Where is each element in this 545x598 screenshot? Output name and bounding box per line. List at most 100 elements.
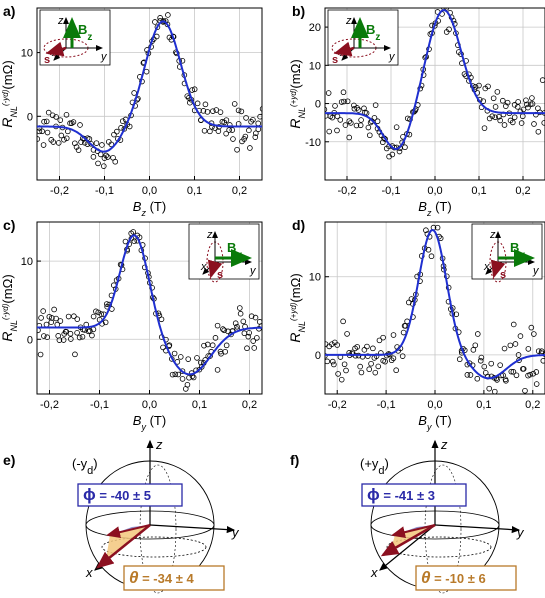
field-label: By (227, 240, 242, 261)
in-plane-vector (106, 524, 151, 539)
panel-letter: e) (3, 452, 15, 468)
data-point (97, 151, 104, 158)
data-point (250, 338, 257, 344)
data-point (131, 238, 138, 245)
data-point (247, 145, 253, 151)
data-point (523, 97, 529, 104)
data-point (257, 113, 262, 120)
x-axis-label-unit: (T) (146, 199, 166, 214)
data-point (191, 86, 198, 93)
data-point (533, 381, 540, 387)
sphere-panel-2: f) z y x (+yd) ϕ = -41 ± 3 θ = -10 ± 6 (290, 437, 525, 594)
data-point (57, 318, 64, 324)
data-point (390, 332, 397, 338)
data-point (358, 117, 364, 123)
data-point (337, 117, 344, 123)
data-point (357, 122, 364, 129)
data-point (344, 98, 351, 105)
data-point (368, 360, 374, 367)
x-tick-label: -0,2 (328, 399, 347, 411)
data-point (372, 369, 379, 376)
theta-text: θ = -34 ± 4 (129, 568, 194, 587)
data-point (87, 328, 93, 334)
data-point (474, 375, 481, 382)
theta-text: θ = -10 ± 6 (421, 568, 486, 587)
data-point (63, 135, 70, 142)
data-point (515, 352, 522, 358)
data-point (201, 342, 207, 349)
data-point (37, 327, 41, 334)
x-tick-label: 0,2 (242, 399, 257, 411)
y-axis-label-sub: NL (297, 107, 307, 119)
data-point (93, 140, 100, 146)
data-point (243, 115, 249, 121)
y-axis-label: RNL(+yd)(mΩ) (287, 59, 307, 128)
data-point (340, 318, 346, 325)
field-label-main: B (510, 240, 519, 255)
data-point (119, 118, 126, 124)
data-point (470, 347, 477, 353)
data-point (393, 367, 399, 374)
spin-label: s (44, 54, 50, 66)
data-point (535, 128, 542, 135)
sphere-y-axis (434, 524, 521, 534)
y-axis-label-sub: NL (9, 106, 19, 118)
spin-arrow (207, 259, 223, 279)
data-point (522, 387, 528, 394)
data-point (74, 330, 80, 336)
plot-area (325, 224, 545, 394)
data-point (346, 134, 353, 141)
field-label-main: B (227, 240, 236, 255)
x-axis-label-main: B (133, 199, 142, 214)
data-point (325, 90, 332, 96)
data-point (252, 314, 259, 321)
phi-box: ϕ = -41 ± 3 (361, 483, 467, 507)
data-point (382, 358, 388, 365)
x-axis-label: Bz (T) (133, 199, 166, 218)
y-tick-label: 0 (27, 334, 33, 346)
y-tick-label: -10 (305, 137, 321, 149)
data-point (325, 353, 328, 359)
data-point (131, 90, 137, 96)
data-point (353, 122, 360, 129)
theta-value: = -10 ± 6 (430, 571, 485, 586)
data-point (250, 117, 256, 123)
data-point (194, 355, 200, 361)
data-point (111, 131, 117, 138)
data-point (334, 342, 341, 348)
data-point (65, 313, 72, 320)
in-plane-vector (391, 524, 436, 539)
data-point (95, 160, 101, 167)
data-point (44, 334, 51, 341)
data-point (43, 321, 50, 328)
x-tick-label: 0,2 (515, 185, 530, 197)
inset-y-label: y (388, 51, 396, 63)
data-point (67, 120, 73, 126)
y-tick-label: 0 (315, 350, 321, 362)
data-point (58, 132, 65, 139)
x-tick-label: 0,0 (427, 399, 442, 411)
sphere-y-label: y (516, 525, 525, 540)
data-point (374, 118, 381, 125)
data-point (229, 127, 236, 133)
data-point (248, 118, 254, 125)
panel-letter: d) (292, 217, 305, 233)
data-point (89, 332, 95, 339)
data-point (340, 89, 347, 96)
data-point (75, 147, 82, 153)
data-point (100, 163, 107, 169)
data-point (453, 311, 460, 318)
data-point (515, 99, 521, 105)
y-tick-label: 0 (27, 111, 33, 123)
chart-panel-1: a) -0,2 -0,1 0,0 0,1 0,2 0 10 Bz (T) RNL(-yd)(mΩ)… (0, 3, 263, 218)
x-axis-label-main: B (418, 199, 427, 214)
theta-box-frame (123, 565, 225, 591)
sphere-lower-ring (101, 536, 207, 558)
data-point (223, 117, 230, 123)
data-point (164, 21, 171, 28)
data-point (434, 224, 441, 231)
chart-panel-4: d) -0,2 -0,1 0,0 0,1 0,2 0 10 By (T) RNL(+yd)(mΩ)… (287, 217, 545, 432)
data-point (46, 313, 53, 320)
